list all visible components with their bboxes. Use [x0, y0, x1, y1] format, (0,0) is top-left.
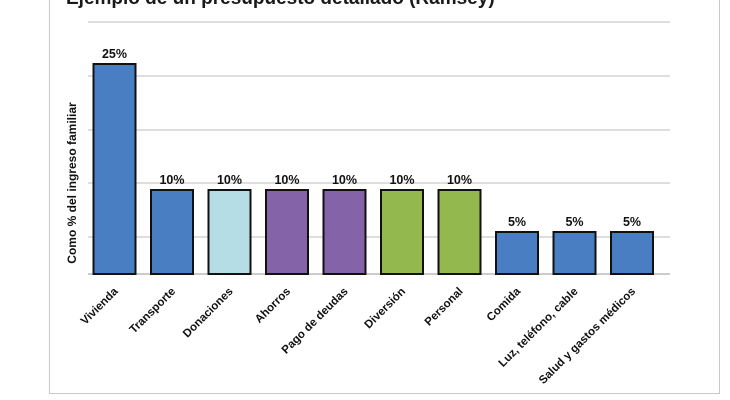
data-label: 10%: [332, 173, 357, 187]
bar: [322, 189, 367, 275]
bars: [92, 63, 654, 275]
x-tick-label: Transporte: [128, 286, 179, 337]
bar: [150, 189, 194, 275]
chart-frame: [49, 0, 720, 394]
data-label: 5%: [508, 215, 526, 229]
data-label: 5%: [623, 215, 641, 229]
x-tick-label: Vivienda: [79, 285, 121, 327]
bar: [380, 189, 424, 275]
data-label: 25%: [102, 47, 127, 61]
bar: [92, 63, 137, 275]
bar: [610, 231, 654, 275]
x-tick-label: Ahorros: [253, 286, 293, 326]
bar: [495, 231, 539, 275]
x-tick-label: Comida: [485, 285, 524, 324]
bar: [207, 189, 252, 275]
x-tick-label: Donaciones: [181, 286, 236, 341]
data-label: 10%: [389, 173, 414, 187]
y-axis-label: Como % del ingreso familiar: [65, 102, 79, 264]
x-tick-labels: Vivienda Transporte Donaciones AhorrosPago …: [79, 285, 638, 387]
data-label: 5%: [565, 215, 583, 229]
x-tick-label: Salud y gastos médicos: [537, 286, 638, 387]
bar: [265, 189, 309, 275]
chart-title: Ejemplo de un presupuesto detallado (Ram…: [66, 0, 495, 10]
x-tick-label: Diversión: [363, 286, 409, 332]
data-label: 10%: [217, 173, 242, 187]
bar: [552, 231, 597, 275]
bar: [437, 189, 482, 275]
data-label: 10%: [159, 173, 184, 187]
data-label: 10%: [274, 173, 299, 187]
x-tick-label: Personal: [423, 286, 466, 329]
data-labels: 25% 10% 10% 10% 10% 10% 10% 5% 5% 5%: [102, 47, 641, 229]
data-label: 10%: [447, 173, 472, 187]
